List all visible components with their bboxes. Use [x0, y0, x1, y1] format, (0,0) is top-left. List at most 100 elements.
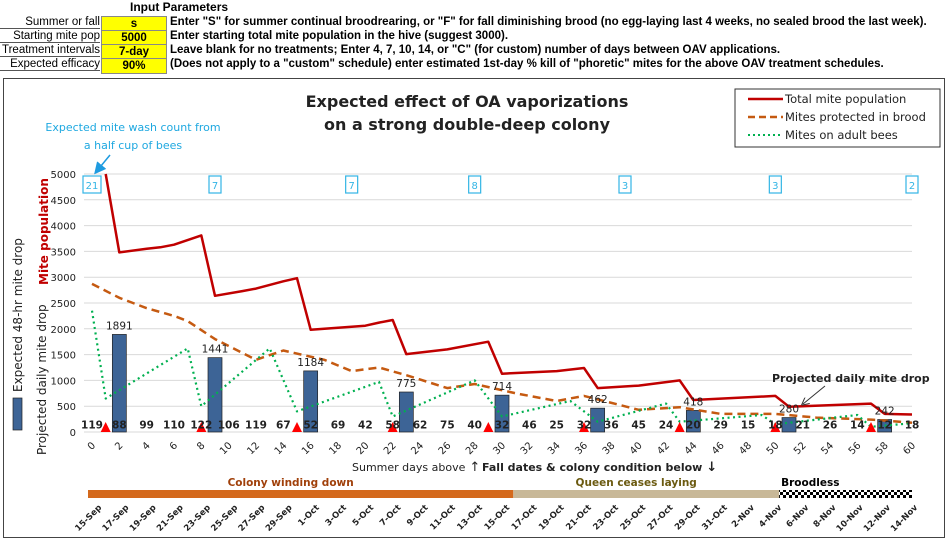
- x-tick-label: 48: [737, 440, 754, 457]
- y-tick-label: 500: [57, 402, 76, 413]
- wash-count-box: [768, 175, 782, 194]
- x-tick-label: 34: [546, 440, 563, 457]
- date-label: 5-Oct: [351, 503, 376, 528]
- x-tick-label: 32: [519, 440, 536, 457]
- x-tick-label: 8: [195, 440, 207, 452]
- daily-drop-label: 58: [385, 419, 400, 431]
- param-label: Expected efficacy: [0, 58, 100, 71]
- bar-value-label: 1441: [202, 344, 229, 356]
- y-tick-label: 4000: [51, 222, 76, 233]
- x-tick-label: 40: [628, 440, 645, 457]
- wash-count-box: [468, 175, 482, 194]
- date-label: 11-Oct: [428, 503, 457, 532]
- daily-drop-label: 88: [112, 419, 127, 431]
- x-tick-label: 14: [273, 440, 290, 457]
- wash-count-box: [905, 175, 919, 194]
- bar: [494, 394, 510, 433]
- treatment-marker-icon: [292, 422, 302, 432]
- param-desc: Enter starting total mite population in …: [170, 30, 509, 42]
- daily-drop-label: 15: [741, 419, 756, 431]
- daily-drop-label: 75: [440, 419, 455, 431]
- date-label: 29-Sep: [264, 503, 295, 534]
- x-tick-label: 12: [245, 440, 262, 457]
- date-label: 27-Oct: [646, 503, 675, 532]
- phase-bar: [779, 490, 912, 498]
- phase-label: Colony winding down: [228, 477, 354, 489]
- param-label: Starting mite pop: [0, 30, 100, 43]
- daily-drop-label: 45: [631, 419, 646, 431]
- treatment-marker-icon: [866, 422, 876, 432]
- daily-drop-label: 20: [686, 419, 701, 431]
- date-label: 12-Nov: [862, 503, 893, 534]
- daily-drop-annotation: Projected daily mite drop: [772, 372, 930, 385]
- param-row-season: Summer or fall s Enter "S" for summer co…: [0, 16, 950, 32]
- x-axis-title-summer: Summer days above ↑: [352, 460, 480, 475]
- wash-count-box: [208, 175, 222, 194]
- daily-drop-label: 119: [81, 419, 103, 431]
- bar-value-label: 1184: [297, 357, 324, 369]
- wash-count-value: 8: [471, 181, 477, 192]
- param-desc: (Does not apply to a "custom" schedule) …: [170, 58, 884, 70]
- wash-count-box: [345, 175, 359, 194]
- date-label: 13-Oct: [455, 503, 484, 532]
- x-tick-label: 50: [765, 440, 782, 457]
- treatment-marker-icon: [579, 422, 589, 432]
- treatment-marker-icon: [770, 422, 781, 432]
- bar-value-label: 242: [875, 406, 895, 418]
- chart-area: [3, 78, 945, 538]
- daily-drop-label: 52: [303, 419, 318, 431]
- date-label: 2-Nov: [730, 503, 757, 530]
- bar: [111, 334, 127, 433]
- param-row-start-pop: Starting mite pop 5000 Enter starting to…: [0, 30, 950, 46]
- daily-drop-arrow-icon: [803, 385, 826, 404]
- date-label: 10-Nov: [835, 503, 866, 534]
- y-tick-label: 3000: [51, 273, 76, 284]
- phase-label: Queen ceases laying: [576, 477, 697, 489]
- param-desc: Enter "S" for summer continual broodrear…: [170, 16, 927, 28]
- phase-label: Broodless: [781, 477, 839, 489]
- date-label: 25-Sep: [209, 503, 240, 534]
- y-tick-label: 3500: [51, 247, 76, 258]
- date-label: 19-Sep: [128, 503, 159, 534]
- bar: [781, 417, 797, 433]
- date-label: 27-Sep: [237, 503, 268, 534]
- chart-title-line2: on a strong double-deep colony: [324, 115, 611, 134]
- y-axis-title-48hr: Expected 48-hr mite drop: [11, 238, 25, 392]
- x-tick-label: 18: [327, 440, 344, 457]
- y-tick-label: 5000: [51, 170, 76, 181]
- date-label: 15-Sep: [73, 503, 104, 534]
- x-tick-label: 16: [300, 440, 317, 457]
- x-tick-label: 20: [355, 440, 372, 457]
- date-label: 23-Oct: [591, 503, 620, 532]
- x-tick-label: 10: [218, 440, 235, 457]
- bar: [398, 391, 414, 433]
- daily-drop-label: 12: [877, 419, 892, 431]
- daily-drop-label: 32: [577, 419, 592, 431]
- phase-bar: [513, 490, 780, 498]
- x-tick-label: 56: [847, 440, 864, 457]
- efficacy-input[interactable]: 90%: [101, 58, 167, 74]
- y-axis-title-daily: Projected daily mite drop: [35, 304, 49, 455]
- legend-brood-label: Mites protected in brood: [785, 110, 926, 124]
- date-label: 6-Nov: [784, 503, 811, 530]
- date-label: 17-Oct: [510, 503, 539, 532]
- daily-drop-label: 32: [495, 419, 510, 431]
- x-tick-label: 4: [141, 440, 153, 452]
- y-tick-label: 4500: [51, 196, 76, 207]
- daily-drop-label: 14: [850, 419, 865, 431]
- daily-drop-label: 36: [604, 419, 619, 431]
- x-tick-label: 46: [710, 440, 727, 457]
- date-label: 4-Nov: [757, 503, 784, 530]
- bar: [590, 407, 606, 433]
- wash-annotation-line2: a half cup of bees: [84, 139, 182, 152]
- bar: [303, 370, 319, 433]
- date-label: 21-Sep: [155, 503, 186, 534]
- legend: Total mite population Mites protected in…: [734, 88, 941, 148]
- daily-drop-label: 67: [276, 419, 291, 431]
- wash-count-value: 3: [622, 181, 628, 192]
- param-desc: Leave blank for no treatments; Enter 4, …: [170, 44, 781, 56]
- date-label: 3-Oct: [324, 503, 349, 528]
- x-tick-label: 38: [601, 440, 618, 457]
- date-label: 21-Oct: [564, 503, 593, 532]
